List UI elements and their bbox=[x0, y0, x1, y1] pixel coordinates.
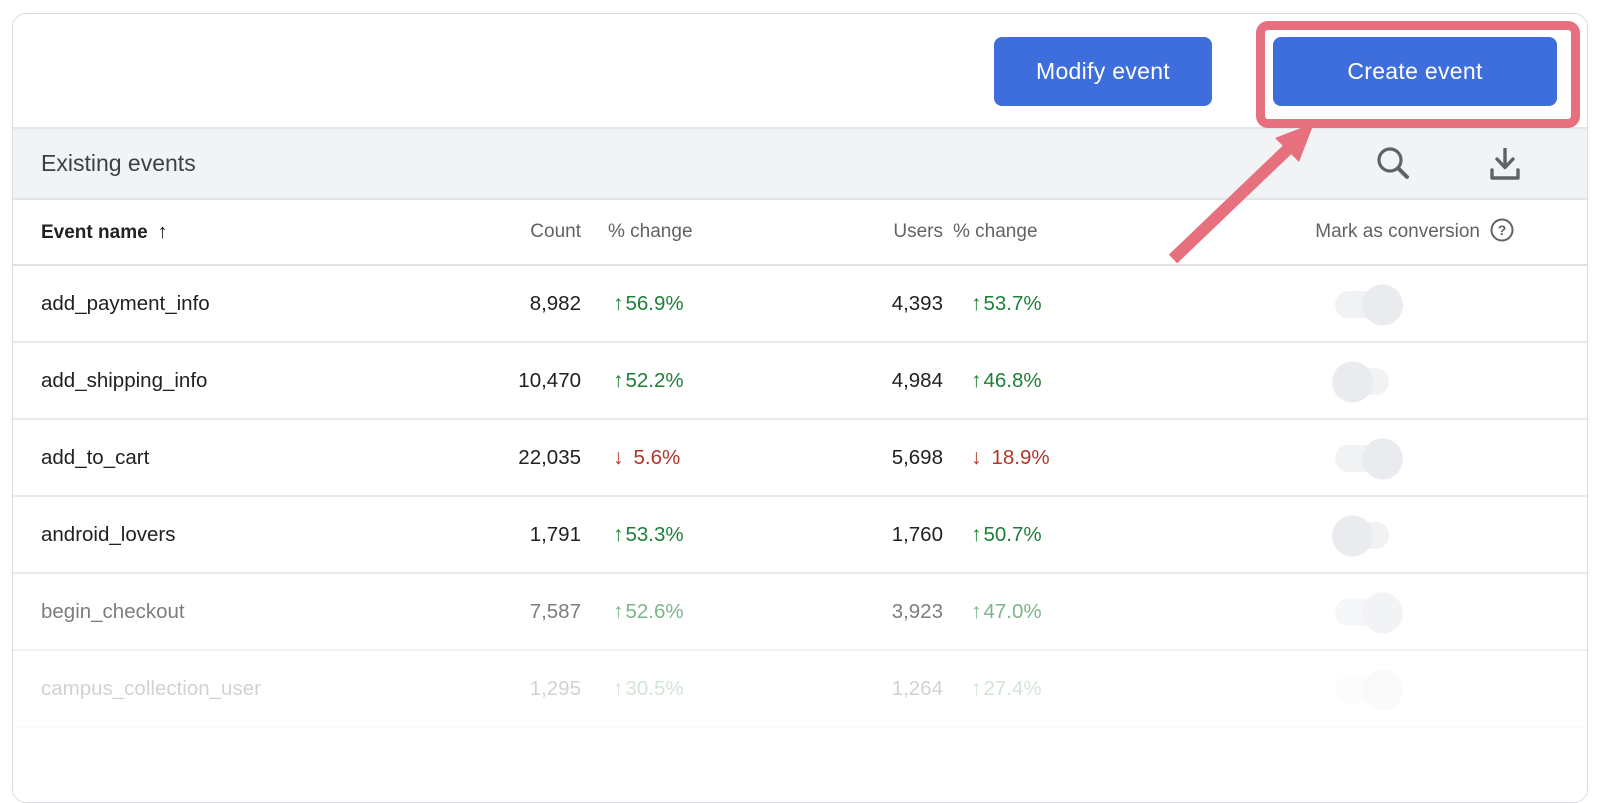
event-name: begin_checkout bbox=[41, 600, 185, 623]
count-change: ↑52.2% bbox=[613, 369, 684, 392]
users-value: 4,984 bbox=[891, 369, 943, 392]
trend-arrow-icon: ↑ bbox=[971, 292, 982, 315]
event-name: add_payment_info bbox=[41, 292, 210, 315]
help-icon[interactable]: ? bbox=[1489, 217, 1515, 243]
users-value: 1,760 bbox=[891, 523, 943, 546]
trend-arrow-icon: ↓ bbox=[613, 446, 624, 469]
count-change: ↑30.5% bbox=[613, 677, 684, 700]
sort-ascending-icon: ↑ bbox=[157, 221, 168, 243]
trend-arrow-icon: ↑ bbox=[971, 523, 982, 546]
table-row: campus_collection_user 1,295 ↑30.5% 1,26… bbox=[13, 651, 1587, 728]
trend-arrow-icon: ↑ bbox=[613, 677, 624, 700]
users-change: ↓ 18.9% bbox=[971, 446, 1050, 469]
mark-as-conversion-toggle[interactable] bbox=[1332, 361, 1389, 402]
table-row: android_lovers 1,791 ↑53.3% 1,760 ↑50.7% bbox=[13, 497, 1587, 574]
users-change: ↑53.7% bbox=[971, 292, 1042, 315]
download-button[interactable] bbox=[1483, 142, 1527, 186]
svg-text:?: ? bbox=[1498, 222, 1507, 238]
count-change: ↑52.6% bbox=[613, 600, 684, 623]
count-value: 1,295 bbox=[529, 677, 581, 700]
trend-arrow-icon: ↑ bbox=[971, 600, 982, 623]
users-value: 3,923 bbox=[891, 600, 943, 623]
trend-arrow-icon: ↓ bbox=[971, 446, 982, 469]
section-title: Existing events bbox=[41, 150, 196, 176]
count-change: ↓ 5.6% bbox=[613, 446, 681, 469]
table-row: add_shipping_info 10,470 ↑52.2% 4,984 ↑4… bbox=[13, 343, 1587, 420]
mark-as-conversion-toggle[interactable] bbox=[1335, 669, 1403, 710]
column-header-count-change: % change bbox=[608, 221, 693, 242]
count-value: 1,791 bbox=[529, 523, 581, 546]
column-header-count: Count bbox=[530, 221, 581, 242]
event-name: add_to_cart bbox=[41, 446, 150, 469]
count-change: ↑56.9% bbox=[613, 292, 684, 315]
table-header-row: Event name ↑ Count % change Users % chang… bbox=[13, 200, 1587, 266]
event-name: add_shipping_info bbox=[41, 369, 208, 392]
count-value: 8,982 bbox=[529, 292, 581, 315]
count-value: 7,587 bbox=[529, 600, 581, 623]
trend-arrow-icon: ↑ bbox=[613, 369, 624, 392]
toggle-knob bbox=[1362, 669, 1403, 710]
mark-as-conversion-toggle[interactable] bbox=[1335, 592, 1403, 633]
users-change: ↑50.7% bbox=[971, 523, 1042, 546]
mark-as-conversion-toggle[interactable] bbox=[1335, 284, 1403, 325]
events-panel: Modify event Create event Existing event… bbox=[12, 13, 1588, 803]
users-change: ↑47.0% bbox=[971, 600, 1042, 623]
toggle-knob bbox=[1332, 361, 1373, 402]
section-header: Existing events bbox=[13, 127, 1587, 200]
trend-arrow-icon: ↑ bbox=[613, 523, 624, 546]
table-body: add_payment_info 8,982 ↑56.9% 4,393 ↑53.… bbox=[13, 266, 1587, 728]
users-change: ↑27.4% bbox=[971, 677, 1042, 700]
modify-event-button[interactable]: Modify event bbox=[994, 37, 1212, 106]
users-value: 1,264 bbox=[891, 677, 943, 700]
table-row: add_to_cart 22,035 ↓ 5.6% 5,698 ↓ 18.9% bbox=[13, 420, 1587, 497]
mark-as-conversion-toggle[interactable] bbox=[1335, 438, 1403, 479]
column-header-mark-as-conversion: Mark as conversion? bbox=[1315, 200, 1515, 264]
column-header-users: Users bbox=[893, 221, 943, 242]
trend-arrow-icon: ↑ bbox=[613, 600, 624, 623]
count-change: ↑53.3% bbox=[613, 523, 684, 546]
event-name: campus_collection_user bbox=[41, 677, 261, 700]
column-header-event-name[interactable]: Event name ↑ bbox=[41, 221, 168, 243]
download-icon bbox=[1490, 148, 1520, 180]
create-event-button[interactable]: Create event bbox=[1273, 37, 1557, 106]
search-button[interactable] bbox=[1371, 142, 1415, 186]
count-value: 22,035 bbox=[518, 446, 581, 469]
mark-as-conversion-toggle[interactable] bbox=[1332, 515, 1389, 556]
event-name: android_lovers bbox=[41, 523, 176, 546]
toggle-knob bbox=[1362, 438, 1403, 479]
trend-arrow-icon: ↑ bbox=[971, 369, 982, 392]
users-value: 5,698 bbox=[891, 446, 943, 469]
trend-arrow-icon: ↑ bbox=[971, 677, 982, 700]
toggle-knob bbox=[1332, 515, 1373, 556]
toolbar: Modify event Create event bbox=[13, 14, 1587, 127]
column-header-users-change: % change bbox=[953, 221, 1038, 242]
toggle-knob bbox=[1362, 284, 1403, 325]
users-change: ↑46.8% bbox=[971, 369, 1042, 392]
trend-arrow-icon: ↑ bbox=[613, 292, 624, 315]
toggle-knob bbox=[1362, 592, 1403, 633]
table-row: begin_checkout 7,587 ↑52.6% 3,923 ↑47.0% bbox=[13, 574, 1587, 651]
table-row: add_payment_info 8,982 ↑56.9% 4,393 ↑53.… bbox=[13, 266, 1587, 343]
search-icon bbox=[1377, 147, 1409, 179]
count-value: 10,470 bbox=[518, 369, 581, 392]
users-value: 4,393 bbox=[891, 292, 943, 315]
